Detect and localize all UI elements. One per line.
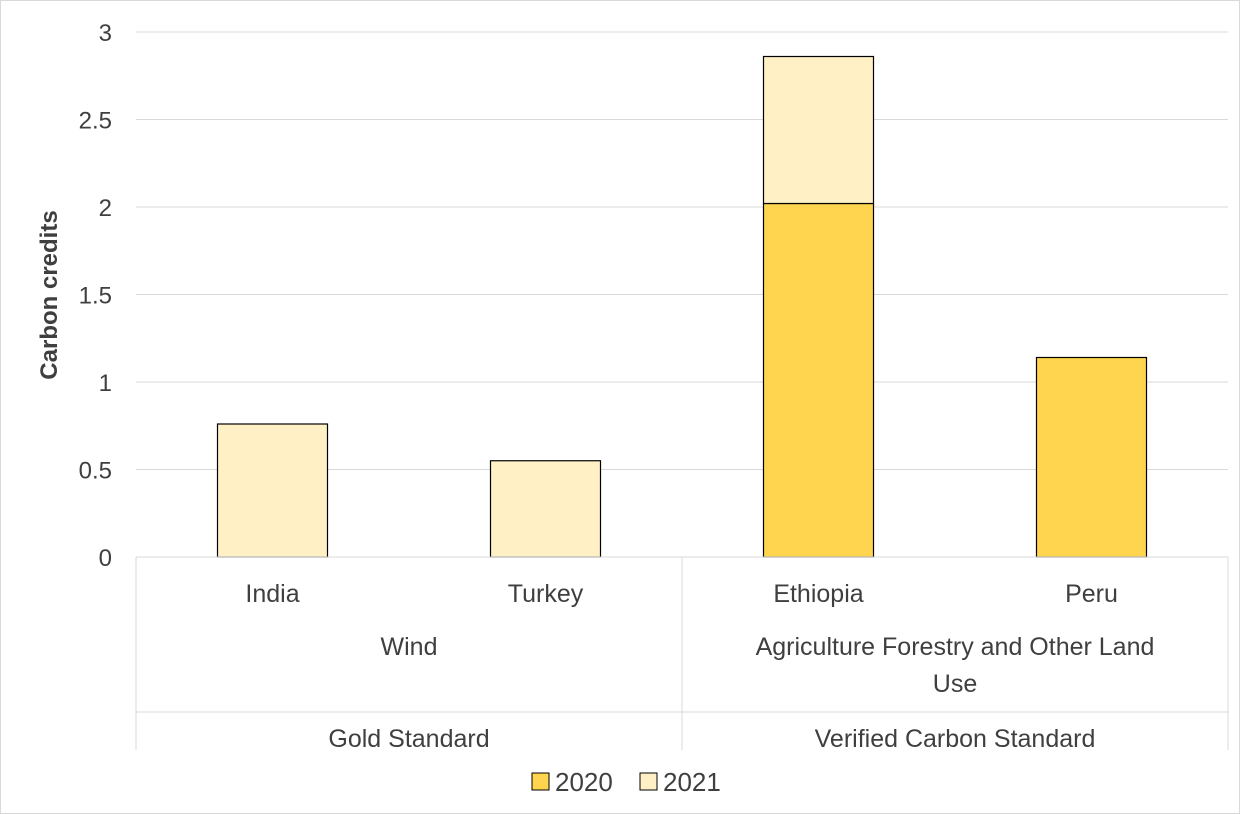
legend-label-2020: 2020 <box>555 767 613 797</box>
y-tick-label: 1 <box>99 370 112 397</box>
legend-swatch-2020 <box>531 772 550 791</box>
x-axis: India Turkey Ethiopia Peru Wind Agriculture F… <box>135 556 1229 753</box>
y-axis-title: Carbon credits <box>36 210 63 379</box>
bar-2021-India <box>216 423 329 558</box>
bar-2020-Peru <box>1035 356 1148 558</box>
bar-2021-Turkey <box>489 460 602 558</box>
legend-swatch-2021 <box>639 772 658 791</box>
group-label-sector: Wind <box>381 633 438 661</box>
group-label-standard: Verified Carbon Standard <box>815 725 1096 753</box>
x-tick-label: India <box>245 580 299 608</box>
group-label-sector: Agriculture Forestry and Other Land Use <box>756 633 1155 698</box>
y-tick-label: 3 <box>99 20 112 47</box>
y-tick-label: 0 <box>99 545 112 572</box>
bar-2021-Ethiopia <box>762 55 875 205</box>
group-label-standard: Gold Standard <box>328 725 489 753</box>
x-tick-label: Ethiopia <box>773 580 863 608</box>
legend-label-2021: 2021 <box>663 767 721 797</box>
y-axis-ticks: 0 0.5 1 1.5 2 2.5 3 <box>79 20 112 572</box>
x-tick-label: Peru <box>1065 580 1118 608</box>
y-tick-label: 0.5 <box>79 458 112 485</box>
legend: 2020 2021 <box>531 767 721 797</box>
y-tick-label: 1.5 <box>79 283 112 310</box>
y-tick-label: 2 <box>99 195 112 222</box>
x-tick-label: Turkey <box>508 580 584 608</box>
bar-2020-Ethiopia <box>762 202 875 558</box>
y-tick-label: 2.5 <box>79 108 112 135</box>
